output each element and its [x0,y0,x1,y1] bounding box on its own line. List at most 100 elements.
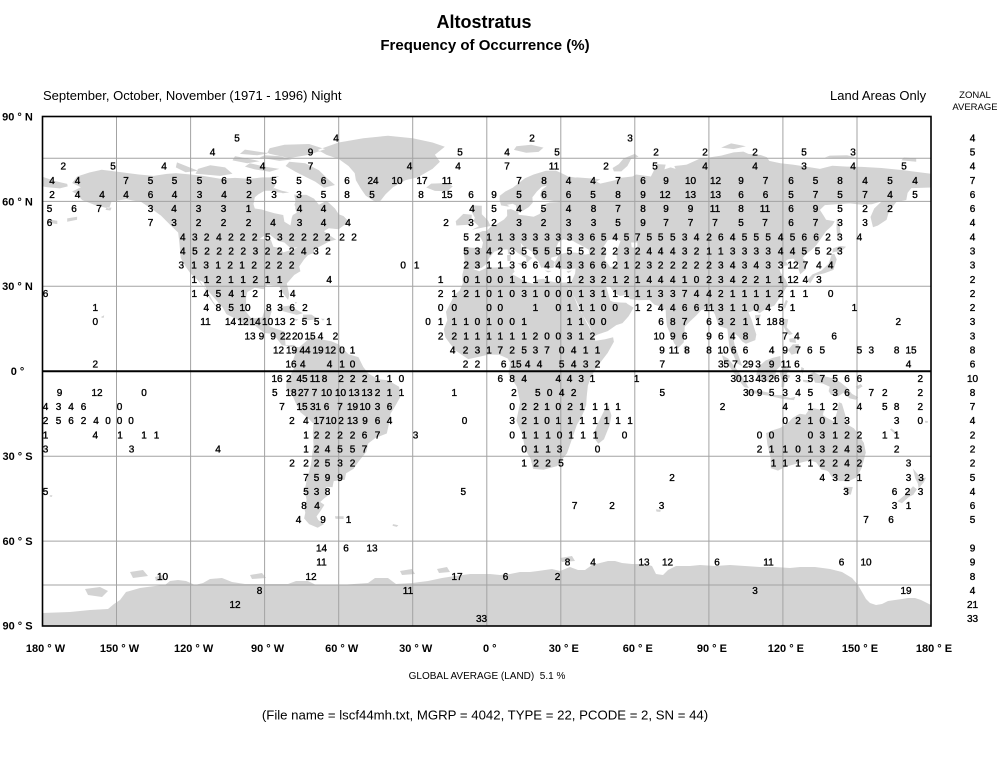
svg-text:2: 2 [265,247,271,258]
svg-text:3: 3 [544,232,550,243]
svg-text:12: 12 [305,572,317,583]
svg-text:5: 5 [521,247,527,258]
svg-text:1: 1 [790,289,796,300]
svg-text:5: 5 [303,487,309,498]
svg-text:4: 4 [571,346,577,357]
svg-text:3: 3 [837,218,843,229]
svg-text:5: 5 [216,289,222,300]
svg-text:1: 1 [498,261,504,272]
svg-text:3: 3 [556,232,562,243]
svg-text:1: 1 [894,430,900,441]
svg-text:6: 6 [831,331,837,342]
svg-text:5: 5 [337,445,343,456]
svg-text:1: 1 [742,289,748,300]
svg-text:2: 2 [778,289,784,300]
svg-text:1: 1 [117,430,123,441]
svg-text:5: 5 [802,247,808,258]
svg-text:13: 13 [347,416,359,427]
svg-text:1: 1 [580,430,586,441]
svg-text:2: 2 [970,459,976,470]
svg-text:(File name = lscf44mh.txt, MGR: (File name = lscf44mh.txt, MGRP = 4042, … [262,708,708,723]
svg-text:1: 1 [612,275,618,286]
svg-text:5: 5 [647,232,653,243]
svg-text:20: 20 [292,331,304,342]
svg-text:3: 3 [475,247,481,258]
svg-text:2: 2 [706,261,712,272]
svg-text:0: 0 [612,303,618,314]
svg-text:21: 21 [967,600,979,611]
svg-text:11: 11 [200,317,211,328]
svg-text:1: 1 [387,388,393,399]
svg-text:2: 2 [533,459,539,470]
svg-text:2: 2 [844,473,850,484]
svg-text:1: 1 [790,303,796,314]
svg-text:30 ° N: 30 ° N [2,281,33,293]
svg-text:ZONAL: ZONAL [959,90,991,101]
svg-text:1: 1 [771,459,777,470]
svg-text:1: 1 [742,303,748,314]
svg-text:9: 9 [57,388,63,399]
svg-text:4: 4 [658,247,664,258]
svg-text:8: 8 [684,346,690,357]
svg-text:4: 4 [730,275,736,286]
svg-text:4: 4 [970,416,976,427]
svg-text:5: 5 [321,190,327,201]
svg-text:5: 5 [559,360,565,371]
svg-text:6: 6 [892,487,898,498]
svg-text:Frequency of Occurrence (%): Frequency of Occurrence (%) [380,37,589,54]
svg-text:4: 4 [180,247,186,258]
svg-text:4: 4 [544,261,550,272]
svg-text:2: 2 [438,289,444,300]
svg-text:0 °: 0 ° [11,366,25,378]
svg-text:7: 7 [762,218,768,229]
svg-text:1: 1 [239,261,245,272]
svg-text:4: 4 [970,586,976,597]
svg-text:1: 1 [782,459,788,470]
svg-text:2: 2 [196,218,202,229]
svg-text:0: 0 [462,416,468,427]
svg-text:1: 1 [204,275,210,286]
svg-text:7: 7 [862,190,868,201]
svg-text:3: 3 [567,331,573,342]
svg-text:1: 1 [326,317,332,328]
svg-text:90 ° W: 90 ° W [251,643,285,655]
svg-text:2: 2 [970,430,976,441]
svg-text:1: 1 [578,331,584,342]
svg-text:7: 7 [504,162,510,173]
svg-text:2: 2 [658,261,664,272]
svg-text:2: 2 [970,289,976,300]
svg-text:6: 6 [794,360,800,371]
svg-text:3: 3 [567,232,573,243]
svg-text:1: 1 [521,459,527,470]
svg-text:2: 2 [857,459,863,470]
svg-text:2: 2 [325,247,331,258]
svg-text:3: 3 [509,232,515,243]
svg-text:0 °: 0 ° [483,643,497,655]
svg-text:1: 1 [240,289,246,300]
svg-text:4: 4 [161,162,167,173]
svg-text:3: 3 [850,148,856,159]
svg-text:3: 3 [857,445,863,456]
svg-text:5: 5 [535,388,541,399]
svg-text:3: 3 [578,232,584,243]
svg-text:4: 4 [68,402,74,413]
svg-text:3: 3 [314,487,320,498]
svg-text:3: 3 [682,247,688,258]
svg-text:1: 1 [808,459,814,470]
svg-text:2: 2 [832,459,838,470]
svg-text:0: 0 [486,289,492,300]
svg-text:6: 6 [738,190,744,201]
svg-text:2: 2 [706,232,712,243]
svg-text:3: 3 [521,289,527,300]
svg-text:4: 4 [590,176,596,187]
svg-text:5: 5 [457,148,463,159]
svg-text:6: 6 [47,218,53,229]
svg-text:5: 5 [554,148,560,159]
svg-text:2: 2 [918,402,924,413]
svg-text:6: 6 [731,346,737,357]
svg-text:6: 6 [498,374,504,385]
svg-text:1: 1 [438,275,444,286]
svg-text:2: 2 [313,232,319,243]
svg-text:2: 2 [567,402,573,413]
svg-text:120 ° E: 120 ° E [768,643,804,655]
